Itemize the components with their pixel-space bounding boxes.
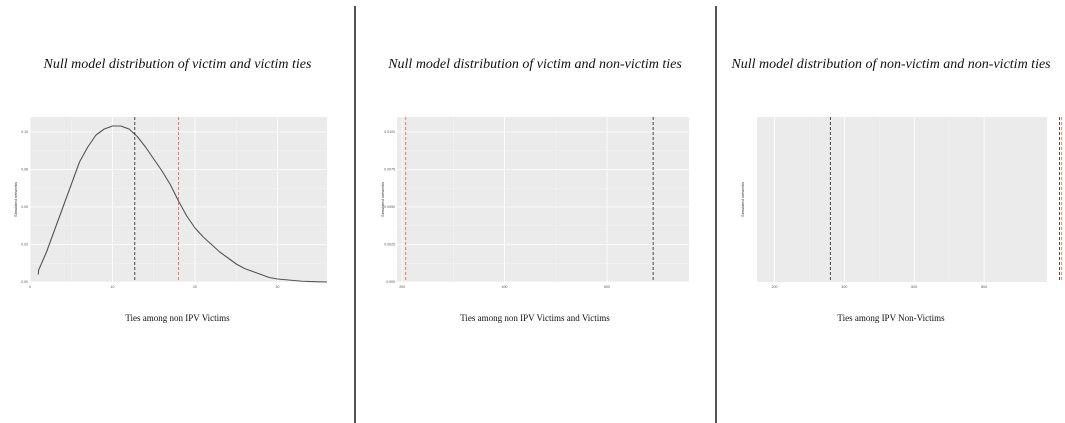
x-tick-label: 20 [193,285,197,289]
panel-background [757,117,1047,282]
y-tick-label: 0.000 [386,280,395,284]
y-axis-label: Simulated networks [740,182,745,217]
x-tick-label: 600 [604,285,610,289]
panel-divider [354,6,356,423]
x-tick-label: 0 [29,285,31,289]
x-tick-label: 800 [981,285,987,289]
y-tick-label: 0.0025 [384,243,395,247]
plot-area: 0 10 20 30 0.00 0.03 0.05 0.08 0.10 Simulated net… [13,117,328,289]
x-tick-label: 200 [772,285,778,289]
x-tick-label: 200 [399,285,405,289]
chart-title: Null model distribution of non-victim an… [731,57,1051,72]
panel-background [397,117,689,282]
density-line [37,125,328,283]
chart-panel-1: Null model distribution of victim and vi… [0,0,355,423]
y-axis-label: Simulated networks [380,182,385,217]
y-tick-label: 0.00 [21,280,28,284]
y-tick-label: 0.0100 [384,130,395,134]
y-tick-label: 0.10 [21,130,28,134]
chart-panel-2: Null model distribution of victim and no… [356,0,714,423]
y-tick-label: 0.0075 [384,168,395,172]
panel-divider [715,6,717,423]
y-tick-label: 0.08 [21,168,28,172]
x-tick-label: 400 [502,285,508,289]
x-tick-label: 30 [276,285,280,289]
x-tick-label: 600 [911,285,917,289]
plot-area: 200 400 600 0.000 0.0025 0.0050 0.0075 0.0100 Si… [380,117,689,289]
chart-title: Null model distribution of victim and vi… [43,57,312,72]
y-tick-label: 0.0050 [384,205,395,209]
x-axis-label: Ties among non IPV Victims [125,313,230,323]
plot-area: 200 400 600 800 Simulated networks [740,117,1063,289]
y-axis-label: Simulated networks [13,182,18,217]
y-tick-label: 0.03 [21,243,28,247]
x-tick-label: 400 [841,285,847,289]
x-tick-label: 10 [111,285,115,289]
x-axis-label: Ties among non IPV Victims and Victims [460,313,610,323]
chart-panel-3: Null model distribution of non-victim an… [717,0,1065,423]
chart-title: Null model distribution of victim and no… [388,57,682,72]
y-tick-label: 0.05 [21,205,28,209]
x-axis-label: Ties among IPV Non-Victims [837,313,945,323]
